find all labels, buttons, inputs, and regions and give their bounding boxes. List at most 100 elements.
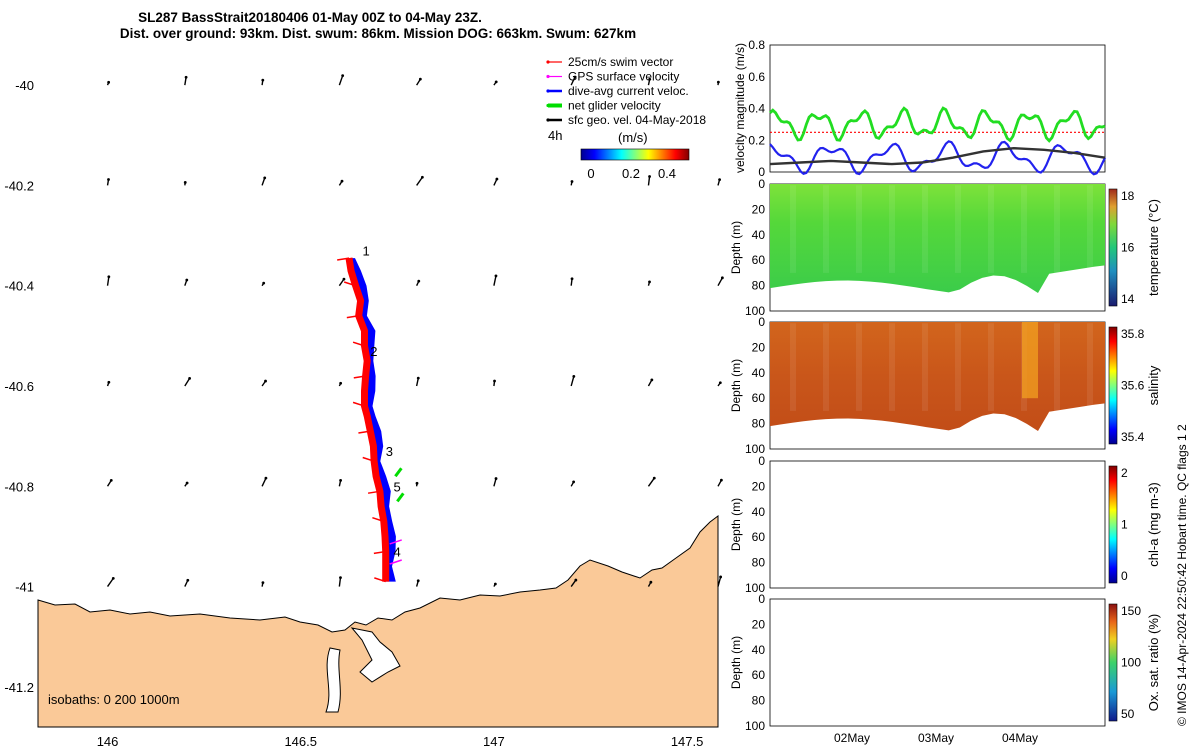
map-y-ticks: -40 -40.2 -40.4 -40.6 -40.8 -41 -41.2 (4, 78, 34, 695)
sfc-geo-vel-arrow (570, 76, 576, 86)
date-tick-label: 02May (834, 731, 870, 745)
legend-swatch-head (546, 118, 550, 122)
map-y-tick-label: -40.8 (4, 479, 34, 494)
legend-swatch-head (546, 60, 550, 64)
sfc-geo-vel-arrowhead (416, 376, 420, 380)
section-colorbar (1108, 465, 1118, 584)
sfc-geo-vel-arrowhead (109, 478, 113, 482)
swim-vector (337, 257, 350, 261)
sfc-geo-vel-arrowhead (261, 78, 265, 82)
legend-swatch-head (546, 89, 550, 93)
map-y-tick-label: -40.2 (4, 178, 34, 193)
sfc-geo-vel-arrowhead (111, 576, 115, 580)
colorbar-tick: 0 (587, 166, 594, 181)
sfc-geo-vel-arrowhead (418, 77, 422, 81)
sfc-geo-vel-arrowhead (339, 576, 342, 580)
sfc-geo-vel-arrowhead (183, 181, 187, 184)
sfc-geo-vel-arrowhead (185, 481, 189, 485)
swim-vector (372, 516, 385, 523)
imos-credit: © IMOS 14-Apr-2024 22:50:42 Hobart time.… (1175, 424, 1189, 726)
current-velocity-line (769, 140, 1106, 176)
sfc-geo-vel-arrow (717, 277, 723, 287)
colorbar-tick-label: 150 (1121, 604, 1141, 618)
swim-vector (358, 430, 371, 434)
section-data (770, 184, 1105, 293)
sfc-geo-vel-arrowhead (495, 177, 499, 181)
sfc-geo-vel-arrowhead (416, 579, 420, 583)
map-title-line2: Dist. over ground: 93km. Dist. swum: 86k… (120, 26, 636, 41)
velocity-y-tick: 0.4 (748, 102, 765, 116)
colorbar-tick-label: 100 (1121, 656, 1141, 670)
depth-tick-label: 60 (752, 391, 766, 405)
glider-track (337, 257, 405, 583)
section-profile-streak (922, 323, 928, 411)
swim-vector (352, 341, 365, 347)
section-data (770, 322, 1105, 431)
map-y-tick-label: -40 (15, 78, 34, 93)
sfc-geo-vel-arrowhead (494, 274, 498, 278)
colorbar-tick-label: 16 (1121, 241, 1135, 255)
depth-tick-label: 80 (752, 694, 766, 708)
colorbar-tick-label: 0 (1121, 569, 1128, 583)
sfc-geo-vel-arrow (717, 576, 722, 587)
colorbar-units: (m/s) (618, 130, 648, 145)
velocity-y-tick: 0.8 (748, 38, 765, 52)
swim-vector (353, 375, 366, 379)
colorbar-tick: 0.2 (622, 166, 640, 181)
sfc-geo-vel-arrowhead (572, 480, 576, 484)
velocity-y-tick: 0.6 (748, 70, 765, 84)
sfc-geo-vel-arrowhead (185, 278, 189, 282)
legend-interval: 4h (548, 128, 562, 143)
depth-tick-label: 80 (752, 556, 766, 570)
map-title-line1: SL287 BassStrait20180406 01-May 00Z to 0… (138, 10, 482, 25)
sfc-geo-vel-arrow (647, 477, 655, 487)
sfc-geo-vel-arrowhead (342, 277, 346, 281)
section-profile-streak (856, 185, 862, 273)
colorbar-axis-label: temperature (°C) (1146, 199, 1161, 296)
map-x-tick-label: 146 (97, 734, 119, 749)
depth-tick-label: 60 (752, 253, 766, 267)
sfc-geo-vel-arrowhead (648, 77, 652, 81)
depth-tick-label: 100 (745, 304, 765, 318)
legend-item-label: GPS surface velocity (568, 70, 679, 84)
legend-swatch-head (546, 74, 550, 79)
depth-tick-label: 80 (752, 417, 766, 431)
net-velocity-line (769, 106, 1106, 143)
section-profile-streak (1054, 323, 1060, 411)
sfc-geo-vel-arrow (106, 577, 114, 587)
legend-item-label: dive-avg current veloc. (568, 84, 689, 98)
glider-track-line (345, 257, 390, 582)
sfc-geo-vel-arrowhead (574, 578, 578, 582)
sfc-geo-vel-arrow (416, 176, 423, 186)
sfc-geo-vel-arrowhead (415, 481, 419, 485)
sfc-geo-vel-arrowhead (652, 476, 656, 480)
sfc-geo-vel-arrowhead (188, 376, 191, 380)
velocity-y-tick: 0.2 (748, 133, 765, 147)
sfc-geo-vel-arrowhead (107, 80, 111, 84)
map-x-tick-label: 147 (483, 734, 505, 749)
depth-tick-label: 0 (758, 454, 765, 468)
depth-tick-label: 0 (758, 592, 765, 606)
depth-axis-label: Depth (m) (729, 498, 743, 551)
colorbar-tick-label: 2 (1121, 466, 1128, 480)
legend-item-label: 25cm/s swim vector (568, 55, 673, 69)
sfc-geo-vel-arrow (184, 378, 191, 387)
section-profile-streak (955, 185, 961, 273)
sfc-geo-vel-arrowhead (184, 75, 188, 79)
sfc-geo-vel-arrowhead (719, 575, 723, 579)
depth-tick-label: 60 (752, 668, 766, 682)
net-glider-velocity (394, 467, 403, 478)
swim-vector (352, 401, 365, 407)
section-panel: 0 20 40 60 80 100 Depth (m) 35.4 35.6 35.8 salinit… (729, 315, 1161, 456)
sfc-geo-vel-arrowhead (716, 80, 720, 84)
section-profile-streak (790, 323, 796, 411)
date-tick-label: 03May (918, 731, 954, 745)
sfc-geo-vel-arrowhead (718, 178, 721, 182)
depth-axis-label: Depth (m) (729, 221, 743, 274)
sfc-geo-vel-arrow (493, 275, 497, 286)
sfc-geo-vel-arrowhead (339, 479, 342, 482)
sfc-geo-vel-arrowhead (570, 180, 574, 183)
day-markers: 1 2 3 4 5 (363, 244, 401, 560)
date-tick-label: 04May (1002, 731, 1038, 745)
